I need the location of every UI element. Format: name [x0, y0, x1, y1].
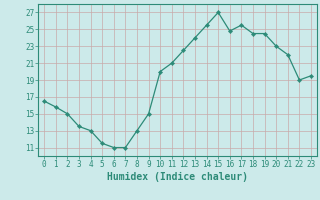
X-axis label: Humidex (Indice chaleur): Humidex (Indice chaleur): [107, 172, 248, 182]
